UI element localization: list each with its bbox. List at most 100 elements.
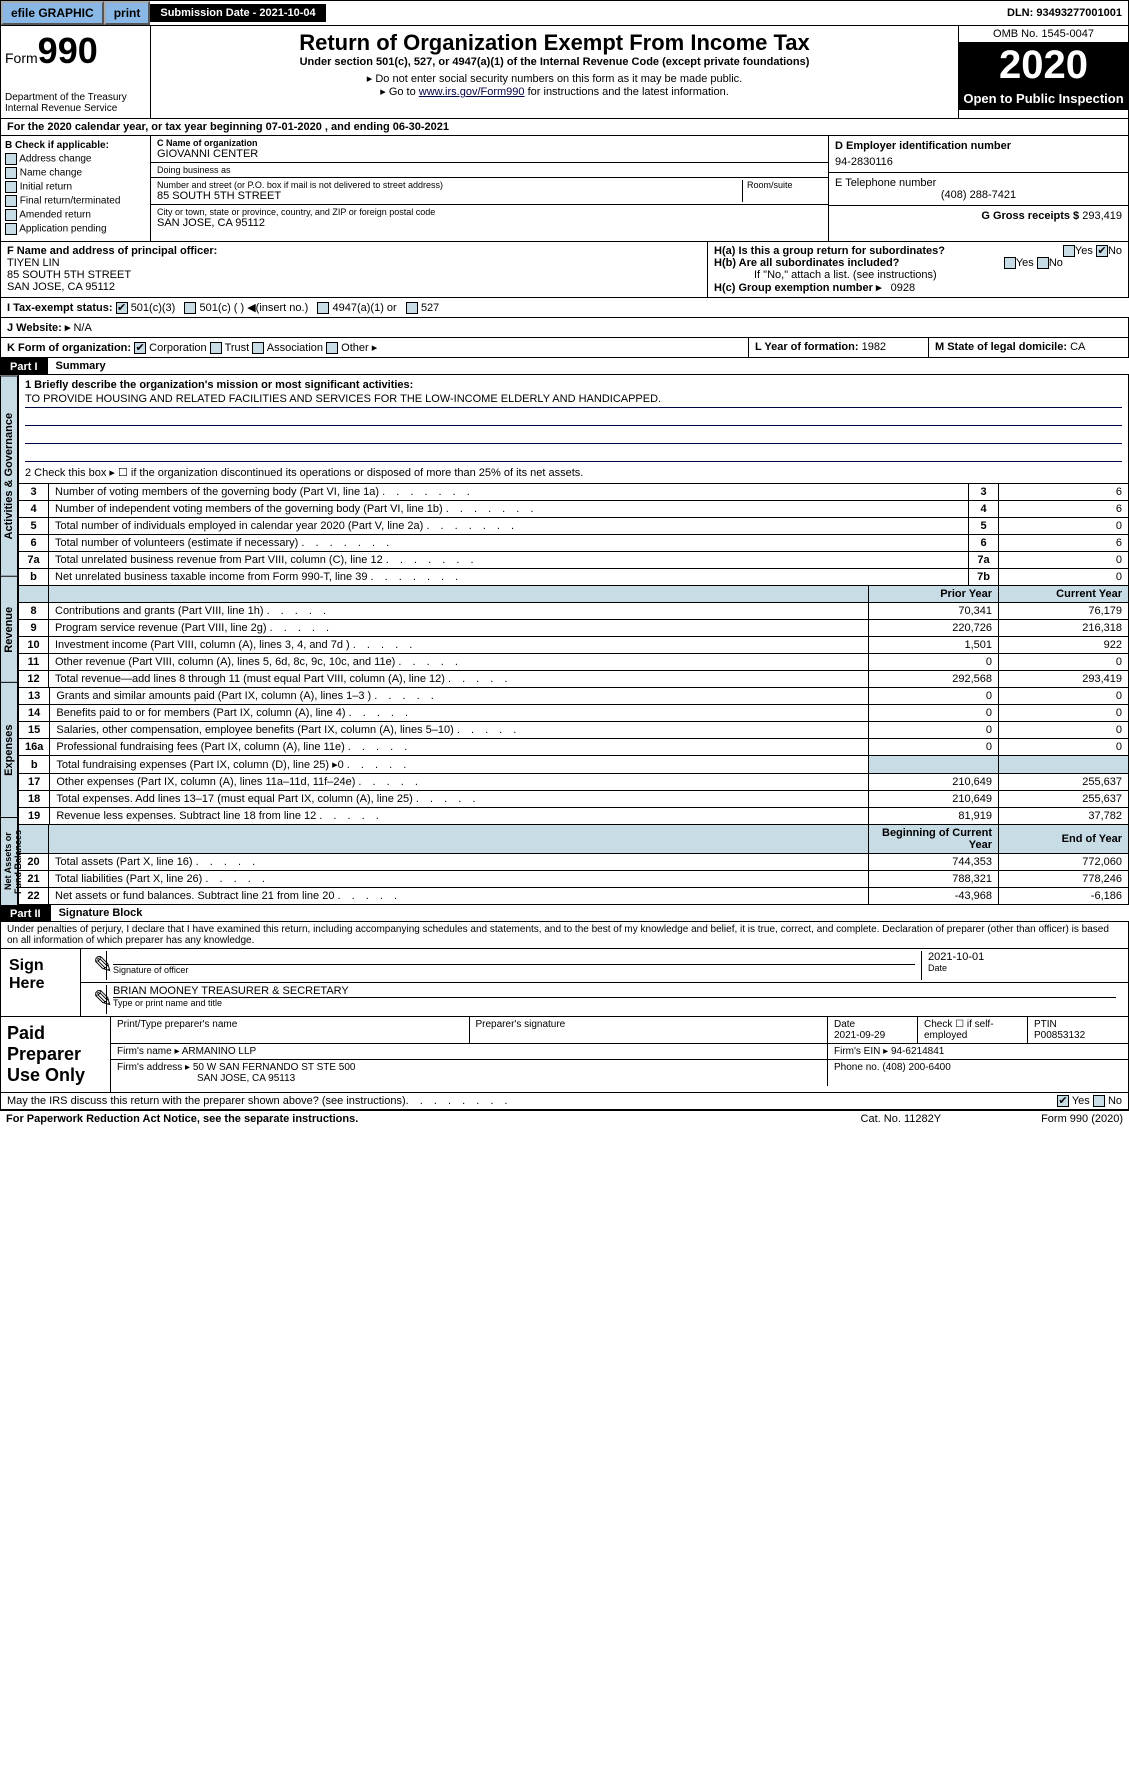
signature-block: Sign Here ✎Signature of officer2021-10-0… [0,949,1129,1093]
table-row: 12Total revenue—add lines 8 through 11 (… [19,671,1129,688]
form-subtitle-3-pre: Go to [389,86,419,98]
officer-h-row: F Name and address of principal officer:… [0,242,1129,298]
part2-num: Part II [0,906,51,922]
form-subtitle-2: Do not enter social security numbers on … [375,73,742,85]
print-button[interactable]: print [104,1,151,25]
assoc-checkbox[interactable] [252,342,264,354]
4947-label: 4947(a)(1) or [333,302,397,314]
hb-no-checkbox[interactable] [1037,257,1049,269]
other-label: Other ▸ [341,342,377,354]
checkb-option[interactable]: Application pending [5,223,146,235]
part1-body: Activities & Governance Revenue Expenses… [0,375,1129,905]
firm-ein-label: Firm's EIN ▸ [834,1046,888,1057]
ha-label: H(a) Is this a group return for subordin… [714,245,945,257]
mission-label: 1 Briefly describe the organization's mi… [25,379,1122,391]
hb-note: If "No," attach a list. (see instruction… [714,269,1122,281]
tax-i-label: I Tax-exempt status: [7,302,113,314]
vtab-exp: Expenses [0,682,18,817]
sig-date: 2021-10-01 [928,951,1116,963]
submission-date: Submission Date - 2021-10-04 [150,4,325,22]
open-public: Open to Public Inspection [959,87,1128,110]
discuss-yes-checkbox[interactable] [1057,1095,1069,1107]
efile-button[interactable]: efile GRAPHIC [1,1,104,25]
527-label: 527 [421,302,439,314]
period-row: For the 2020 calendar year, or tax year … [0,119,1129,136]
501c3-label: 501(c)(3) [131,302,176,314]
discuss-no-label: No [1108,1095,1122,1107]
omb-number: OMB No. 1545-0047 [959,26,1128,43]
part1-header: Part I Summary [0,358,1129,375]
table-row: 15Salaries, other compensation, employee… [19,722,1129,739]
discuss-no-checkbox[interactable] [1093,1095,1105,1107]
part2-header: Part II Signature Block [0,905,1129,922]
sig-name: BRIAN MOONEY TREASURER & SECRETARY [113,985,1116,998]
form-subtitle-1: Under section 501(c), 527, or 4947(a)(1)… [155,56,954,68]
dept-treasury: Department of the Treasury Internal Reve… [5,92,146,114]
checkb-option[interactable]: Address change [5,153,146,165]
year-l-value: 1982 [862,341,886,353]
dln: DLN: 93493277001001 [1007,7,1128,19]
prior-year-hdr: Prior Year [869,586,999,603]
ein-value: 94-2830116 [835,156,1122,168]
501c3-checkbox[interactable] [116,302,128,314]
table-row: 16aProfessional fundraising fees (Part I… [19,739,1129,756]
end-year-hdr: End of Year [999,825,1129,854]
officer-addr2: SAN JOSE, CA 95112 [7,281,701,293]
table-row: 18Total expenses. Add lines 13–17 (must … [19,791,1129,808]
4947-checkbox[interactable] [317,302,329,314]
discuss-row: May the IRS discuss this return with the… [0,1093,1129,1110]
no-label: No [1108,245,1122,257]
firm-addr-label: Firm's address ▸ [117,1062,190,1073]
table-row: 4Number of independent voting members of… [19,501,1129,518]
prep-date: 2021-09-29 [834,1030,885,1041]
527-checkbox[interactable] [406,302,418,314]
tel-label: E Telephone number [835,177,1122,189]
state-m-label: M State of legal domicile: [935,341,1067,353]
ha-no-checkbox[interactable] [1096,245,1108,257]
checkb-option[interactable]: Final return/terminated [5,195,146,207]
officer-addr1: 85 SOUTH 5TH STREET [7,269,701,281]
addr-label: Number and street (or P.O. box if mail i… [157,180,742,190]
form990-link[interactable]: www.irs.gov/Form990 [419,86,525,98]
part2-title: Signature Block [51,905,1129,922]
corp-checkbox[interactable] [134,342,146,354]
vtab-ag: Activities & Governance [0,375,18,575]
table-row: bTotal fundraising expenses (Part IX, co… [19,756,1129,774]
ha-yes-checkbox[interactable] [1063,245,1075,257]
vtab-rev: Revenue [0,576,18,683]
other-checkbox[interactable] [326,342,338,354]
website-row: J Website: ▸ N/A [0,318,1129,338]
table-row: bNet unrelated business taxable income f… [19,569,1129,586]
paid-prep-label: Paid Preparer Use Only [1,1017,111,1092]
state-m-value: CA [1070,341,1085,353]
hc-label: H(c) Group exemption number ▸ [714,282,881,294]
501c-checkbox[interactable] [184,302,196,314]
gross-label: G Gross receipts $ [981,210,1079,222]
tel-value: (408) 288-7421 [835,189,1122,201]
table-row: 20Total assets (Part X, line 16) . . . .… [19,854,1129,871]
street-address: 85 SOUTH 5TH STREET [157,190,742,202]
checkb-option[interactable]: Name change [5,167,146,179]
no-label-2: No [1049,257,1063,269]
checkb-option[interactable]: Amended return [5,209,146,221]
table-row: 17Other expenses (Part IX, column (A), l… [19,774,1129,791]
top-bar: efile GRAPHIC print Submission Date - 20… [0,0,1129,26]
table-row: 21Total liabilities (Part X, line 26) . … [19,871,1129,888]
checkb-option[interactable]: Initial return [5,181,146,193]
table-row: 3Number of voting members of the governi… [19,484,1129,501]
trust-checkbox[interactable] [210,342,222,354]
table-row: 9Program service revenue (Part VIII, lin… [19,620,1129,637]
self-emp-label: Check ☐ if self-employed [918,1017,1028,1043]
table-row: 13Grants and similar amounts paid (Part … [19,688,1129,705]
ptin-label: PTIN [1034,1019,1057,1030]
yes-label: Yes [1075,245,1093,257]
name-c-label: C Name of organization [157,138,822,148]
discuss-text: May the IRS discuss this return with the… [7,1095,406,1107]
mission-text: TO PROVIDE HOUSING AND RELATED FACILITIE… [25,391,1122,408]
corp-label: Corporation [149,342,206,354]
form-title: Return of Organization Exempt From Incom… [155,30,954,56]
hb-yes-checkbox[interactable] [1004,257,1016,269]
exp-table: 13Grants and similar amounts paid (Part … [18,688,1129,825]
paid-preparer: Paid Preparer Use Only Print/Type prepar… [1,1016,1128,1092]
officer-f-label: F Name and address of principal officer: [7,245,701,257]
